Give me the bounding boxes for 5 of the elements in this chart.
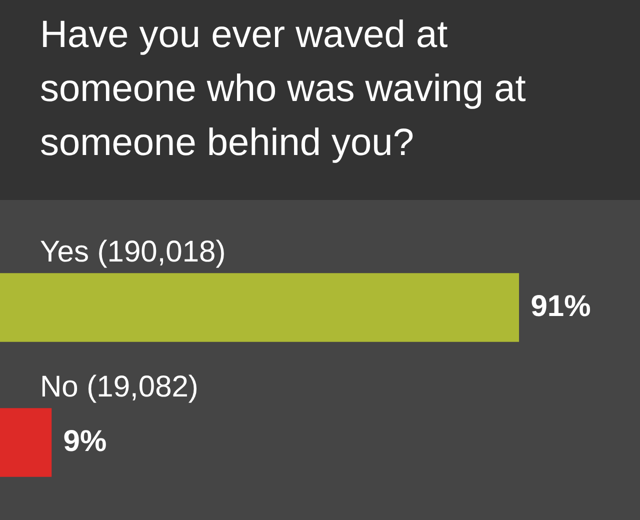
data-label: 9% xyxy=(63,424,107,458)
data-label: 91% xyxy=(530,290,591,323)
y-tick-label: No (19,082) xyxy=(40,370,198,404)
y-tick-label: Yes (190,018) xyxy=(40,236,226,268)
chart-title: Have you ever waved at someone who was waving at someone behind you? xyxy=(0,0,640,200)
